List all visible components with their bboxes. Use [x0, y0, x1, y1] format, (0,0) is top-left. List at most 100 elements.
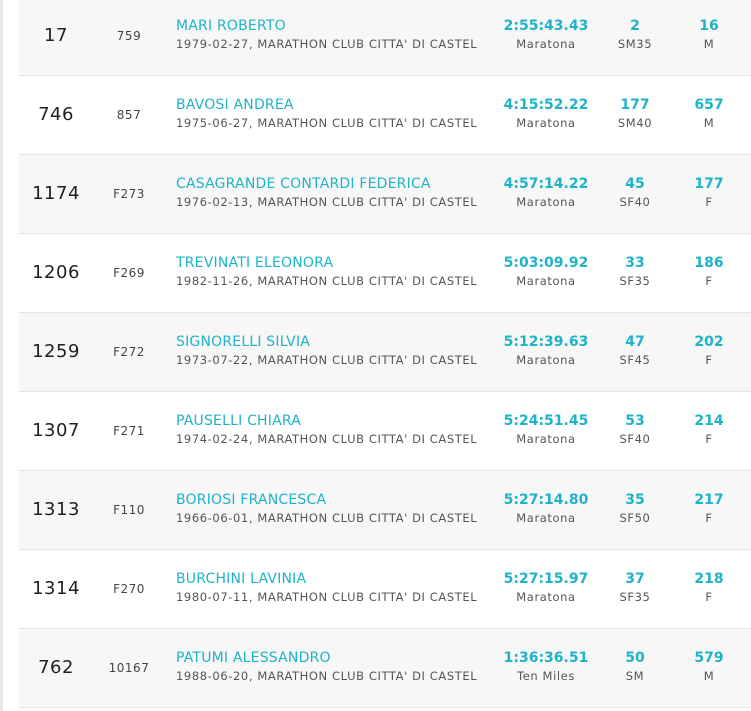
sex-label: F	[705, 432, 713, 446]
finish-time: 2:55:43.43	[503, 18, 589, 34]
finish-time: 4:15:52.22	[503, 97, 589, 113]
category-column: 177 SM40	[593, 96, 677, 132]
sex-label: F	[705, 590, 713, 604]
result-row[interactable]: 1314 F270 BURCHINI LAVINIA 1980-07-11, M…	[19, 550, 751, 629]
athlete-details: BORIOSI FRANCESCA 1966-06-01, MARATHON C…	[176, 491, 506, 527]
athlete-details: BAVOSI ANDREA 1975-06-27, MARATHON CLUB …	[176, 96, 506, 132]
category-rank: 53	[625, 413, 645, 429]
category-column: 35 SF50	[593, 491, 677, 527]
category-column: 50 SM	[593, 649, 677, 685]
overall-position: 1259	[32, 341, 80, 362]
athlete-info: 1966-06-01, MARATHON CLUB CITTA' DI CAST…	[176, 511, 478, 525]
sex-rank: 202	[694, 334, 724, 350]
sex-label: M	[703, 37, 715, 51]
athlete-name-link[interactable]: PAUSELLI CHIARA	[176, 413, 302, 429]
result-row[interactable]: 17 759 MARI ROBERTO 1979-02-27, MARATHON…	[19, 0, 751, 76]
athlete-name-link[interactable]: BURCHINI LAVINIA	[176, 571, 307, 587]
results-list: 17 759 MARI ROBERTO 1979-02-27, MARATHON…	[19, 0, 751, 708]
category-rank: 177	[620, 97, 650, 113]
athlete-name-link[interactable]: CASAGRANDE CONTARDI FEDERICA	[176, 176, 431, 192]
category-column: 45 SF40	[593, 175, 677, 211]
sex-label: F	[705, 353, 713, 367]
finish-time: 4:57:14.22	[503, 176, 589, 192]
overall-position: 1314	[32, 578, 80, 599]
time-column: 5:24:51.45 Maratona	[496, 412, 596, 448]
sex-column: 186 F	[667, 254, 751, 290]
race-name: Maratona	[516, 353, 576, 367]
athlete-details: SIGNORELLI SILVIA 1973-07-22, MARATHON C…	[176, 333, 506, 369]
race-name: Maratona	[516, 274, 576, 288]
category-label: SM	[625, 669, 645, 683]
category-rank: 50	[625, 650, 645, 666]
category-rank: 37	[625, 571, 645, 587]
overall-position: 1307	[32, 420, 80, 441]
athlete-details: TREVINATI ELEONORA 1982-11-26, MARATHON …	[176, 254, 506, 290]
category-column: 47 SF45	[593, 333, 677, 369]
time-column: 4:15:52.22 Maratona	[496, 96, 596, 132]
sex-label: M	[703, 116, 715, 130]
sex-rank: 214	[694, 413, 724, 429]
sex-column: 657 M	[667, 96, 751, 132]
race-name: Maratona	[516, 195, 576, 209]
result-row[interactable]: 1313 F110 BORIOSI FRANCESCA 1966-06-01, …	[19, 471, 751, 550]
race-name: Maratona	[516, 116, 576, 130]
category-label: SF45	[619, 353, 651, 367]
result-row[interactable]: 1307 F271 PAUSELLI CHIARA 1974-02-24, MA…	[19, 392, 751, 471]
time-column: 2:55:43.43 Maratona	[496, 17, 596, 53]
category-column: 53 SF40	[593, 412, 677, 448]
athlete-details: MARI ROBERTO 1979-02-27, MARATHON CLUB C…	[176, 17, 506, 53]
category-label: SM35	[617, 37, 653, 51]
overall-position: 746	[38, 104, 74, 125]
result-row[interactable]: 746 857 BAVOSI ANDREA 1975-06-27, MARATH…	[19, 76, 751, 155]
race-name: Maratona	[516, 590, 576, 604]
finish-time: 1:36:36.51	[503, 650, 589, 666]
bib-number: F110	[113, 503, 145, 517]
athlete-details: BURCHINI LAVINIA 1980-07-11, MARATHON CL…	[176, 570, 506, 606]
sex-rank: 579	[694, 650, 724, 666]
overall-position: 1174	[32, 183, 80, 204]
result-row[interactable]: 762 10167 PATUMI ALESSANDRO 1988-06-20, …	[19, 629, 751, 708]
sex-label: F	[705, 511, 713, 525]
athlete-details: PATUMI ALESSANDRO 1988-06-20, MARATHON C…	[176, 649, 506, 685]
athlete-name-link[interactable]: BORIOSI FRANCESCA	[176, 492, 327, 508]
sex-column: 214 F	[667, 412, 751, 448]
category-column: 2 SM35	[593, 17, 677, 53]
overall-position: 1206	[32, 262, 80, 283]
athlete-name-link[interactable]: PATUMI ALESSANDRO	[176, 650, 331, 666]
bib-number: F272	[113, 345, 145, 359]
athlete-name-link[interactable]: BAVOSI ANDREA	[176, 97, 294, 113]
time-column: 5:03:09.92 Maratona	[496, 254, 596, 290]
sex-column: 579 M	[667, 649, 751, 685]
sex-column: 16 M	[667, 17, 751, 53]
athlete-info: 1974-02-24, MARATHON CLUB CITTA' DI CAST…	[176, 432, 478, 446]
overall-position: 17	[44, 25, 68, 46]
finish-time: 5:12:39.63	[503, 334, 589, 350]
athlete-name-link[interactable]: SIGNORELLI SILVIA	[176, 334, 311, 350]
time-column: 4:57:14.22 Maratona	[496, 175, 596, 211]
sex-column: 177 F	[667, 175, 751, 211]
athlete-details: CASAGRANDE CONTARDI FEDERICA 1976-02-13,…	[176, 175, 506, 211]
athlete-name-link[interactable]: MARI ROBERTO	[176, 18, 286, 34]
athlete-name-link[interactable]: TREVINATI ELEONORA	[176, 255, 334, 271]
finish-time: 5:03:09.92	[503, 255, 589, 271]
sex-label: F	[705, 195, 713, 209]
athlete-info: 1982-11-26, MARATHON CLUB CITTA' DI CAST…	[176, 274, 478, 288]
sex-column: 202 F	[667, 333, 751, 369]
result-row[interactable]: 1206 F269 TREVINATI ELEONORA 1982-11-26,…	[19, 234, 751, 313]
athlete-info: 1976-02-13, MARATHON CLUB CITTA' DI CAST…	[176, 195, 478, 209]
scroll-edge	[0, 0, 3, 711]
sex-rank: 186	[694, 255, 724, 271]
bib-number: F271	[113, 424, 145, 438]
sex-label: M	[703, 669, 715, 683]
time-column: 5:27:14.80 Maratona	[496, 491, 596, 527]
finish-time: 5:27:14.80	[503, 492, 589, 508]
bib-number: 857	[116, 108, 142, 122]
category-rank: 45	[625, 176, 645, 192]
time-column: 5:27:15.97 Maratona	[496, 570, 596, 606]
result-row[interactable]: 1259 F272 SIGNORELLI SILVIA 1973-07-22, …	[19, 313, 751, 392]
race-name: Maratona	[516, 511, 576, 525]
race-name: Ten Miles	[517, 669, 575, 683]
result-row[interactable]: 1174 F273 CASAGRANDE CONTARDI FEDERICA 1…	[19, 155, 751, 234]
race-name: Maratona	[516, 37, 576, 51]
bib-number: F270	[113, 582, 145, 596]
